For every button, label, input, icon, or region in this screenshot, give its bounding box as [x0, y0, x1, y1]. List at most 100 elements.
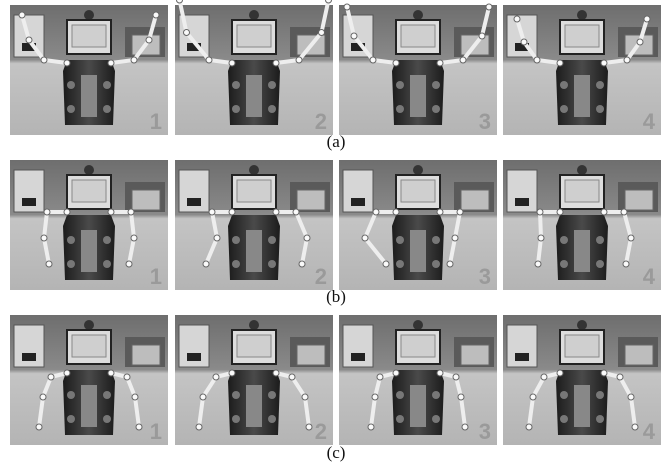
- cabinet-slot: [187, 353, 201, 361]
- speaker: [432, 81, 440, 89]
- speaker: [396, 391, 404, 399]
- arm-joint: [108, 209, 114, 215]
- arm-joint: [538, 235, 544, 241]
- speaker: [596, 236, 604, 244]
- speaker: [67, 236, 75, 244]
- arm-joint: [362, 235, 368, 241]
- arm-joint: [132, 394, 138, 400]
- arm-joint: [214, 235, 220, 241]
- speaker: [396, 81, 404, 89]
- arm-joint: [136, 424, 142, 430]
- arm-joint: [41, 235, 47, 241]
- arm-joint: [304, 235, 310, 241]
- arm-joint: [273, 209, 279, 215]
- arm-joint: [273, 60, 279, 66]
- screen: [401, 335, 435, 357]
- speaker: [103, 260, 111, 268]
- screen: [72, 180, 106, 202]
- arm-joint: [296, 57, 302, 63]
- photo-panel: 1: [10, 5, 168, 135]
- arm-joint: [393, 209, 399, 215]
- arm-joint: [535, 261, 541, 267]
- camera: [413, 10, 423, 20]
- arm-joint: [628, 235, 634, 241]
- screen: [565, 335, 599, 357]
- arm-joint: [196, 424, 202, 430]
- speaker: [103, 391, 111, 399]
- arm-joint: [393, 370, 399, 376]
- arm-joint: [514, 16, 520, 22]
- speaker: [103, 236, 111, 244]
- arm-joint: [26, 37, 32, 43]
- camera: [84, 10, 94, 20]
- arm-joint: [457, 209, 463, 215]
- screen: [237, 25, 271, 47]
- photo-panel: 2: [175, 160, 333, 290]
- speaker: [596, 391, 604, 399]
- robot-panel: [246, 75, 262, 117]
- cabinet-slot: [351, 198, 365, 206]
- arm-joint: [624, 57, 630, 63]
- arm-joint: [229, 60, 235, 66]
- arm-joint: [229, 370, 235, 376]
- speaker: [232, 391, 240, 399]
- speaker: [232, 81, 240, 89]
- speaker: [560, 105, 568, 113]
- speaker: [67, 415, 75, 423]
- speaker: [67, 391, 75, 399]
- speaker: [596, 81, 604, 89]
- speaker: [67, 81, 75, 89]
- speaker: [268, 391, 276, 399]
- arm-joint: [460, 57, 466, 63]
- arm-joint: [128, 209, 134, 215]
- cabinet-slot: [187, 198, 201, 206]
- arm-joint: [124, 374, 130, 380]
- arm-joint: [64, 370, 70, 376]
- frame-number: 3: [479, 264, 491, 289]
- caption: (a): [327, 132, 346, 151]
- arm-joint: [299, 261, 305, 267]
- speaker: [268, 260, 276, 268]
- photo-panel: 4: [503, 315, 661, 445]
- arm-joint: [213, 374, 219, 380]
- arm-joint: [326, 0, 332, 3]
- speaker: [396, 415, 404, 423]
- arm-joint: [377, 374, 383, 380]
- arm-joint: [557, 209, 563, 215]
- screen: [401, 25, 435, 47]
- arm-joint: [452, 235, 458, 241]
- speaker: [268, 81, 276, 89]
- screen: [237, 180, 271, 202]
- arm-joint: [437, 370, 443, 376]
- robot-panel: [81, 385, 97, 427]
- box: [297, 190, 325, 210]
- arm-joint: [206, 57, 212, 63]
- screen: [72, 335, 106, 357]
- arm-joint: [479, 33, 485, 39]
- camera: [577, 320, 587, 330]
- arm-joint: [203, 261, 209, 267]
- arm-joint: [131, 235, 137, 241]
- caption: (c): [327, 443, 346, 462]
- box: [297, 345, 325, 365]
- speaker: [432, 236, 440, 244]
- screen: [72, 25, 106, 47]
- speaker: [432, 415, 440, 423]
- arm-joint: [344, 4, 350, 10]
- camera: [413, 320, 423, 330]
- camera: [84, 165, 94, 175]
- arm-joint: [628, 394, 634, 400]
- arm-joint: [437, 209, 443, 215]
- camera: [249, 10, 259, 20]
- speaker: [268, 236, 276, 244]
- arm-joint: [541, 374, 547, 380]
- caption: (b): [326, 287, 346, 306]
- photo-panel: 2: [175, 0, 333, 135]
- robot-panel: [246, 385, 262, 427]
- speaker: [103, 81, 111, 89]
- arm-joint: [368, 424, 374, 430]
- arm-joint: [393, 60, 399, 66]
- arm-joint: [306, 424, 312, 430]
- photo-panel: 1: [10, 315, 168, 445]
- robot-panel: [81, 75, 97, 117]
